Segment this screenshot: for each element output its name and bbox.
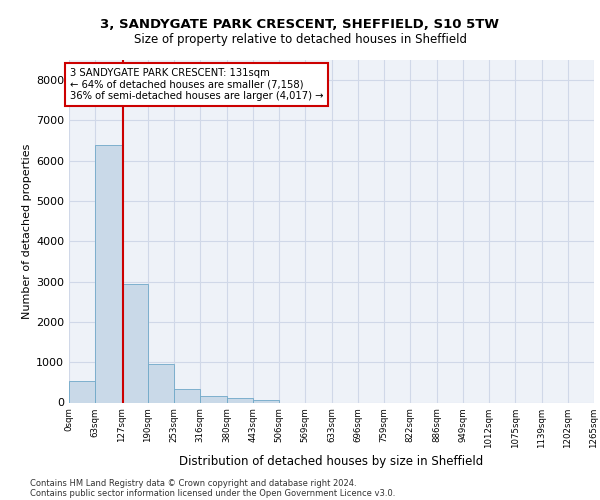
Text: 3 SANDYGATE PARK CRESCENT: 131sqm
← 64% of detached houses are smaller (7,158)
3: 3 SANDYGATE PARK CRESCENT: 131sqm ← 64% … xyxy=(70,68,323,102)
Bar xyxy=(148,364,174,403)
Bar xyxy=(253,400,279,402)
Bar xyxy=(95,145,122,403)
Bar xyxy=(69,380,95,402)
X-axis label: Distribution of detached houses by size in Sheffield: Distribution of detached houses by size … xyxy=(179,454,484,468)
Y-axis label: Number of detached properties: Number of detached properties xyxy=(22,144,32,319)
Text: Contains public sector information licensed under the Open Government Licence v3: Contains public sector information licen… xyxy=(30,488,395,498)
Bar xyxy=(227,398,253,402)
Bar xyxy=(122,284,148,403)
Text: Size of property relative to detached houses in Sheffield: Size of property relative to detached ho… xyxy=(133,32,467,46)
Bar xyxy=(200,396,227,402)
Bar xyxy=(174,389,200,402)
Text: Contains HM Land Registry data © Crown copyright and database right 2024.: Contains HM Land Registry data © Crown c… xyxy=(30,478,356,488)
Text: 3, SANDYGATE PARK CRESCENT, SHEFFIELD, S10 5TW: 3, SANDYGATE PARK CRESCENT, SHEFFIELD, S… xyxy=(101,18,499,30)
